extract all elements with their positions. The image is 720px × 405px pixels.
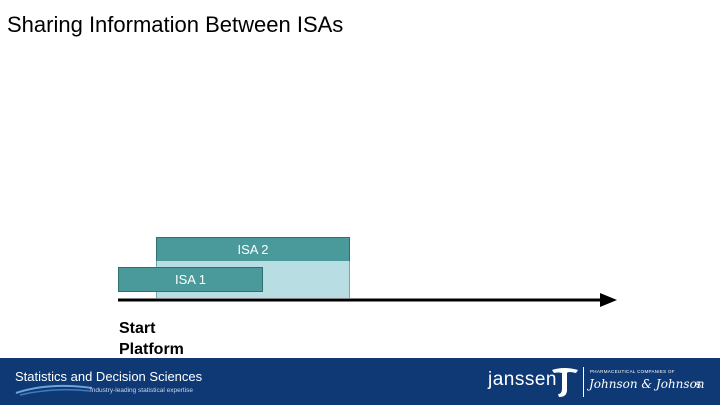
slide-title: Sharing Information Between ISAs [7,12,344,37]
page-number: 5 [696,380,702,390]
brand-tagline: Industry-leading statistical expertise [90,387,193,394]
pharma-line: PHARMACEUTICAL COMPANIES OF [590,369,675,374]
brand-name: Statistics and Decision Sciences [15,369,203,384]
start-label-line2: Platform [119,341,184,358]
parent-company-logo: Johnson & Johnson [589,377,705,391]
logo-divider [583,367,584,397]
isa2-label: ISA 2 [237,242,269,257]
start-platform-label: Start Platform [119,318,184,360]
timeline-arrow [118,293,617,307]
start-label-line1: Start [119,320,156,337]
isa1-label: ISA 1 [174,272,207,287]
janssen-mark-icon [552,368,578,397]
janssen-logo: janssen [488,369,557,390]
footer-bar: Statistics and Decision Sciences Industr… [0,358,720,405]
swoosh-icon [15,384,93,396]
isa1-bar: ISA 1 [118,267,263,292]
isa2-bar: ISA 2 [156,237,350,262]
